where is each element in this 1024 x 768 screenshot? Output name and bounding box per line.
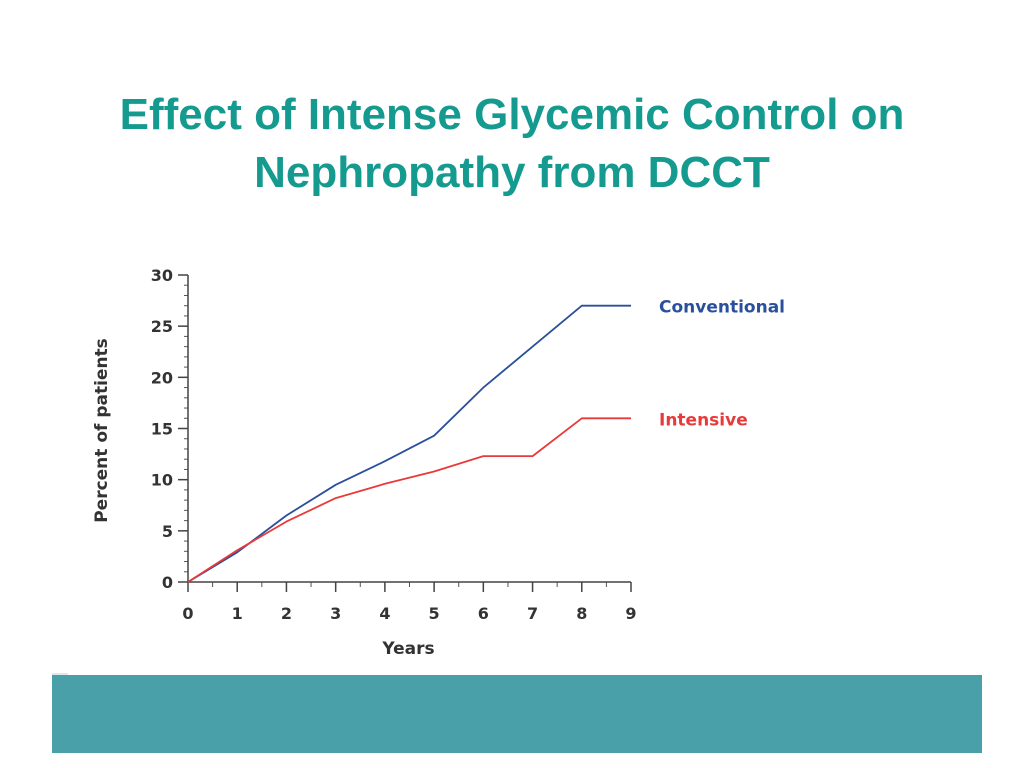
y-axis-label: Percent of patients — [92, 338, 112, 523]
x-tick-label: 3 — [330, 604, 341, 623]
legend: Conventional Intensive — [659, 298, 785, 431]
legend-label-conventional: Conventional — [659, 298, 785, 318]
y-tick-label: 5 — [162, 522, 173, 541]
x-tick-label: 9 — [625, 604, 636, 623]
y-axis-ticks: 0 5 10 15 20 25 30 — [151, 266, 188, 592]
x-tick-label: 5 — [429, 604, 440, 623]
slide-title: Effect of Intense Glycemic Control on Ne… — [40, 86, 984, 202]
y-tick-label: 30 — [151, 266, 173, 285]
y-tick-label: 20 — [151, 368, 173, 387]
series-layer — [187, 304, 631, 583]
y-tick-label: 15 — [151, 420, 173, 439]
x-tick-label: 7 — [527, 604, 538, 623]
x-axis-ticks: 0 1 2 3 4 5 6 7 8 9 — [182, 582, 637, 623]
x-axis-label: Years — [381, 639, 434, 659]
y-tick-label: 25 — [151, 317, 173, 336]
y-tick-label: 10 — [151, 471, 173, 490]
x-tick-label: 4 — [379, 604, 390, 623]
series-line-conventional — [187, 304, 631, 583]
x-tick-label: 0 — [182, 604, 193, 623]
x-tick-label: 1 — [232, 604, 243, 623]
footer-band — [52, 675, 982, 753]
y-tick-label: 0 — [162, 573, 173, 592]
x-tick-label: 8 — [576, 604, 587, 623]
slide-title-line-1: Effect of Intense Glycemic Control on — [119, 90, 905, 139]
series-line-intensive — [187, 417, 631, 583]
slide-title-line-2: Nephropathy from DCCT — [254, 148, 770, 197]
x-tick-label: 2 — [281, 604, 292, 623]
x-tick-label: 6 — [478, 604, 489, 623]
legend-label-intensive: Intensive — [659, 410, 748, 430]
